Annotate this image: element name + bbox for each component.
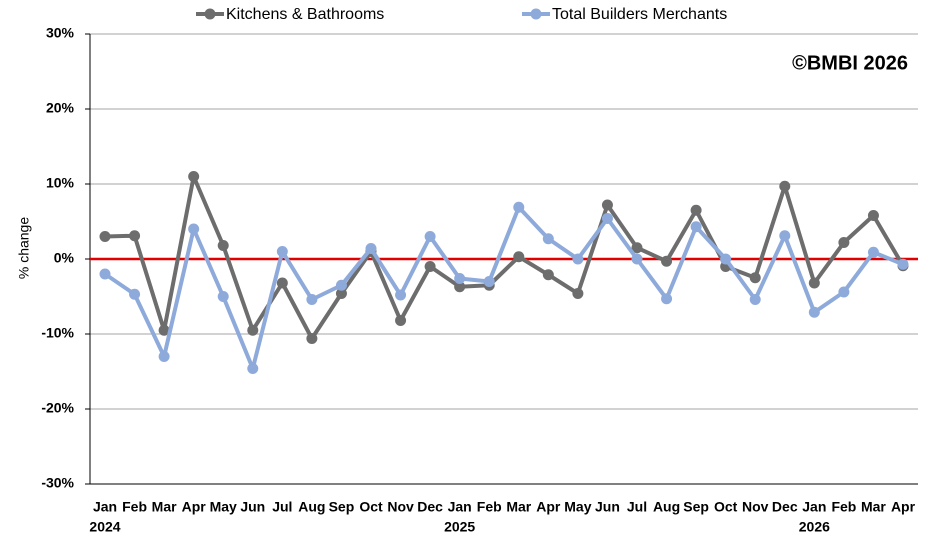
y-tick-label: -10% xyxy=(41,325,74,341)
x-tick-label: Dec xyxy=(772,499,798,515)
x-tick-label: Sep xyxy=(329,499,355,515)
legend-marker xyxy=(530,8,542,20)
point xyxy=(217,291,229,302)
x-tick-label: Mar xyxy=(861,499,886,515)
x-tick-label: Mar xyxy=(152,499,177,515)
point xyxy=(838,237,850,248)
x-tick-label: Dec xyxy=(417,499,443,515)
y-tick-label: 30% xyxy=(46,25,75,41)
point xyxy=(513,201,525,213)
y-tick-label: -20% xyxy=(41,400,74,416)
year-label: 2025 xyxy=(444,519,475,535)
x-tick-label: Jan xyxy=(448,499,472,515)
point xyxy=(661,293,673,305)
point xyxy=(217,240,229,251)
point xyxy=(158,324,170,336)
point xyxy=(424,261,436,272)
x-tick-label: Jan xyxy=(802,499,826,515)
x-tick-label: Oct xyxy=(359,499,383,515)
point xyxy=(188,223,200,235)
point xyxy=(424,231,436,242)
series-line xyxy=(103,205,904,371)
x-tick-label: Feb xyxy=(477,499,502,515)
point xyxy=(631,242,643,254)
point xyxy=(335,288,347,299)
x-tick-label: May xyxy=(564,499,591,515)
series-line xyxy=(104,174,905,341)
point xyxy=(572,288,584,299)
legend-marker xyxy=(204,8,216,20)
point xyxy=(808,277,820,289)
point xyxy=(897,258,909,270)
point xyxy=(749,272,761,284)
point xyxy=(158,351,170,362)
x-tick-label: Aug xyxy=(298,499,325,515)
point xyxy=(247,363,259,374)
x-tick-label: Nov xyxy=(387,499,414,515)
annotation: ©BMBI 2026 xyxy=(792,52,908,74)
y-axis-label: % change xyxy=(16,217,32,279)
point xyxy=(99,231,111,242)
point xyxy=(779,180,791,192)
point xyxy=(188,171,200,182)
point xyxy=(395,315,407,326)
point xyxy=(335,279,347,291)
point xyxy=(542,269,554,281)
point xyxy=(720,253,732,265)
point xyxy=(749,294,761,305)
point xyxy=(276,246,288,257)
point xyxy=(306,294,318,305)
point xyxy=(808,306,820,318)
y-tick-label: -30% xyxy=(41,475,74,491)
point xyxy=(867,246,879,258)
point xyxy=(483,276,495,287)
x-tick-label: Feb xyxy=(122,499,147,515)
point xyxy=(661,255,673,267)
x-tick-label: Jul xyxy=(272,499,292,515)
point xyxy=(365,243,377,254)
y-tick-label: 20% xyxy=(46,100,75,116)
x-tick-label: Jun xyxy=(240,499,265,515)
point xyxy=(690,204,702,216)
point xyxy=(542,233,554,245)
point xyxy=(247,324,259,336)
point xyxy=(572,253,584,265)
point xyxy=(276,277,288,289)
legend-label: Total Builders Merchants xyxy=(552,6,727,23)
point xyxy=(454,273,466,284)
year-label: 2026 xyxy=(799,519,830,535)
x-tick-label: May xyxy=(210,499,237,515)
point xyxy=(129,230,141,242)
x-tick-label: Apr xyxy=(182,499,207,515)
point xyxy=(601,213,613,224)
x-tick-label: Apr xyxy=(536,499,561,515)
year-label: 2024 xyxy=(89,519,120,535)
x-tick-label: Nov xyxy=(742,499,769,515)
point xyxy=(395,289,407,301)
x-tick-label: Oct xyxy=(714,499,738,515)
x-tick-label: Jun xyxy=(595,499,620,515)
x-tick-label: Jan xyxy=(93,499,117,515)
point xyxy=(838,286,850,298)
point xyxy=(306,333,318,344)
x-tick-label: Jul xyxy=(627,499,647,515)
x-tick-label: Feb xyxy=(831,499,856,515)
y-tick-label: 0% xyxy=(54,250,75,266)
x-tick-label: Mar xyxy=(506,499,531,515)
legend-label: Kitchens & Bathrooms xyxy=(226,6,384,23)
point xyxy=(601,199,613,211)
point xyxy=(454,281,466,293)
x-tick-label: Apr xyxy=(891,499,916,515)
x-tick-label: Sep xyxy=(683,499,709,515)
point xyxy=(99,268,111,280)
x-tick-label: Aug xyxy=(653,499,680,515)
point xyxy=(867,210,879,221)
point xyxy=(779,230,791,242)
point xyxy=(631,253,643,265)
point xyxy=(690,221,702,233)
y-tick-label: 10% xyxy=(46,175,75,191)
point xyxy=(513,251,525,263)
point xyxy=(129,288,141,300)
